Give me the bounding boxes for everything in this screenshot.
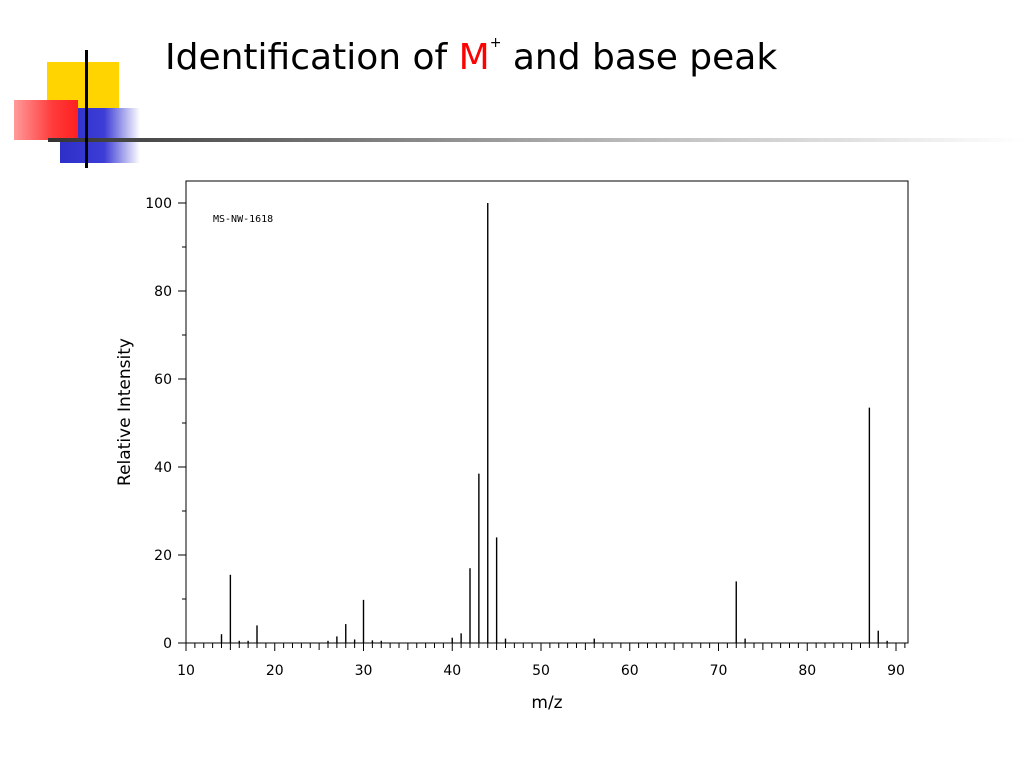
y-axis: 0 20 40 60 80 100 (145, 196, 186, 652)
plot-frame (185, 180, 909, 644)
x-tick-label: 30 (355, 663, 373, 679)
y-tick-label: 0 (163, 636, 172, 652)
slide-decoration (14, 50, 1024, 168)
x-axis-label: m/z (531, 693, 562, 713)
peaks (220, 203, 888, 643)
y-tick-label: 80 (154, 284, 172, 300)
title-symbol: M (458, 37, 490, 78)
decor-vertical-rule (85, 50, 88, 168)
decor-red-bar (14, 100, 78, 140)
title-suffix: and base peak (501, 37, 778, 78)
x-tick-label: 90 (887, 663, 905, 679)
x-tick-label: 40 (443, 663, 461, 679)
x-tick-label: 50 (532, 663, 550, 679)
spectrum-id-annotation: MS-NW-1618 (213, 214, 273, 225)
y-axis-label: Relative Intensity (115, 338, 135, 486)
decor-horizontal-rule (48, 138, 1024, 142)
x-tick-label: 10 (177, 663, 195, 679)
y-tick-label: 60 (154, 372, 172, 388)
title-superscript: + (489, 35, 502, 51)
x-tick-label: 70 (710, 663, 728, 679)
y-tick-label: 40 (154, 460, 172, 476)
x-axis: 10 20 30 40 50 60 70 80 90 (177, 643, 906, 679)
title-prefix: Identification of (165, 37, 459, 78)
y-tick-label: 20 (154, 548, 172, 564)
slide-title: Identification of M+ and base peak (165, 36, 778, 78)
x-tick-label: 80 (798, 663, 816, 679)
x-tick-label: 60 (621, 663, 639, 679)
x-tick-label: 20 (266, 663, 284, 679)
y-tick-label: 100 (145, 196, 172, 212)
